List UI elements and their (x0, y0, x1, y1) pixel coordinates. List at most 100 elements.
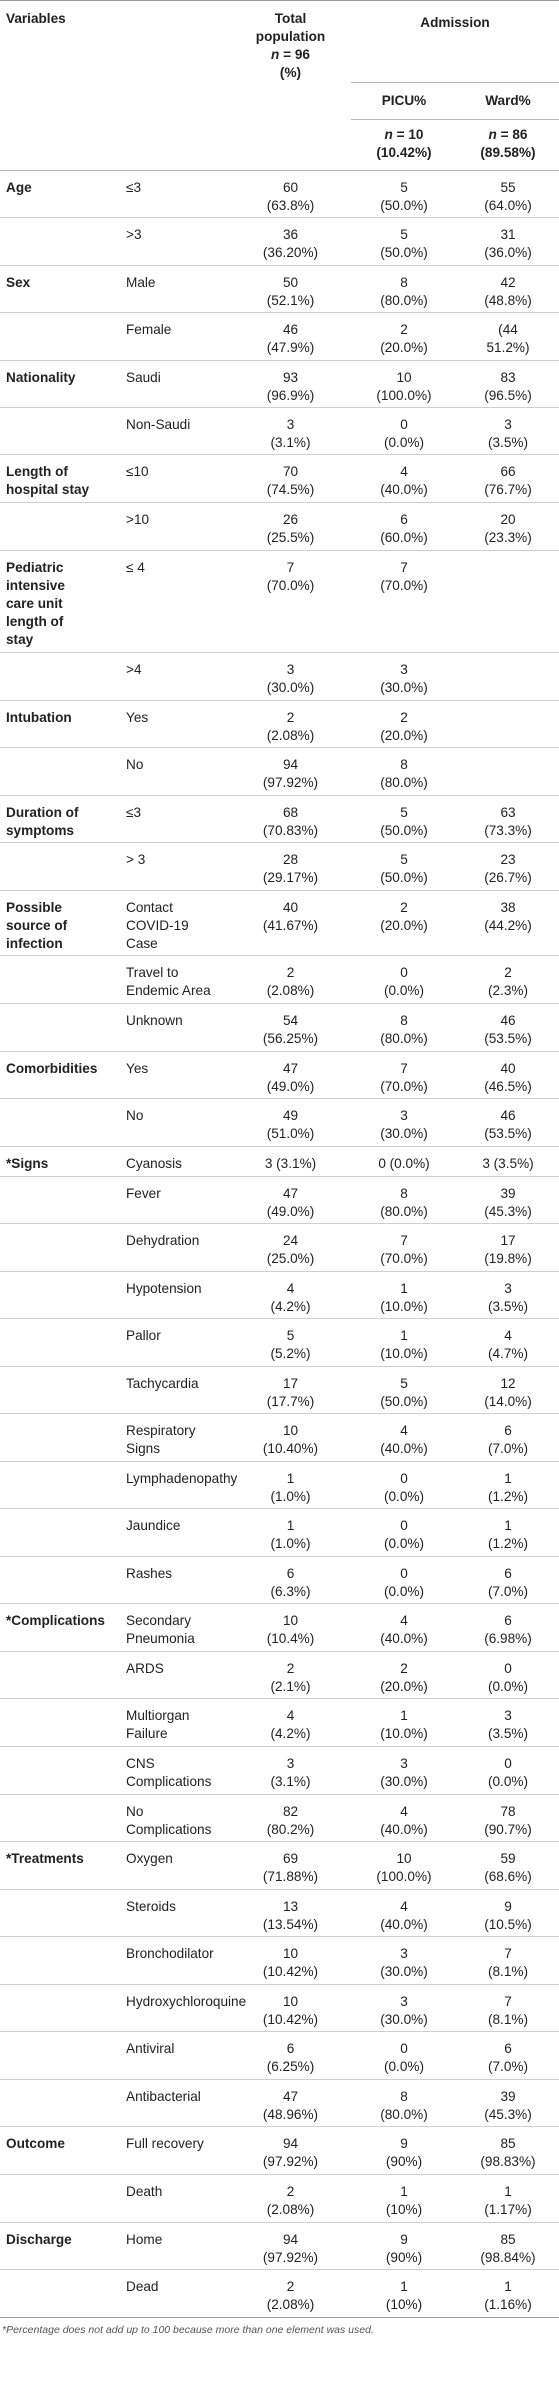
variable-cell (0, 1889, 120, 1937)
variable-cell (0, 312, 120, 361)
variable-cell: Sex (0, 265, 120, 313)
category-cell: Home (120, 2222, 230, 2270)
table-row: No 49 (51.0%) 3 (30.0%) 46 (53.5%) (0, 1098, 559, 1147)
table-body: Age ≤3 60 (63.8%) 5 (50.0%) 55 (64.0%) >3 36 (36.2… (0, 170, 559, 2318)
picu-cell: 1 (10%) (351, 2174, 457, 2223)
table-row: >4 3 (30.0%) 3 (30.0%) (0, 652, 559, 701)
category-cell: ARDS (120, 1651, 230, 1699)
picu-cell: 0 (0.0%) (351, 407, 457, 455)
variable-cell (0, 1098, 120, 1147)
ward-cell: 0 (0.0%) (457, 1746, 559, 1795)
total-cell: 3 (3.1%) (230, 1746, 351, 1795)
category-cell: Bronchodilator (120, 1936, 230, 1985)
total-cell: 36 (36.20%) (230, 217, 351, 266)
variable-cell (0, 1003, 120, 1052)
picu-cell: 3 (30.0%) (351, 1098, 457, 1147)
variable-cell (0, 1984, 120, 2032)
category-cell: ≤ 4 (120, 550, 230, 653)
table-row: Discharge Home 94 (97.92%) 9 (90%) 85 (98.84%) (0, 2222, 559, 2270)
total-cell: 28 (29.17%) (230, 842, 351, 891)
category-cell: Secondary Pneumonia (120, 1603, 230, 1652)
total-cell: 13 (13.54%) (230, 1889, 351, 1937)
ward-cell: 7 (8.1%) (457, 1984, 559, 2032)
picu-cell: 1 (10.0%) (351, 1698, 457, 1747)
category-cell: Fever (120, 1176, 230, 1224)
total-cell: 4 (4.2%) (230, 1698, 351, 1747)
category-cell: Travel to Endemic Area (120, 955, 230, 1004)
ward-cell: 6 (7.0%) (457, 1413, 559, 1462)
total-cell: 1 (1.0%) (230, 1508, 351, 1557)
ward-cell: 1 (1.17%) (457, 2174, 559, 2223)
total-cell: 6 (6.25%) (230, 2031, 351, 2080)
table-row: Fever 47 (49.0%) 8 (80.0%) 39 (45.3%) (0, 1176, 559, 1224)
ward-cell: 46 (53.5%) (457, 1098, 559, 1147)
variable-cell (0, 1318, 120, 1367)
category-cell: Dehydration (120, 1223, 230, 1272)
picu-cell: 8 (80.0%) (351, 747, 457, 796)
ward-cell: 3 (3.5%) (457, 1271, 559, 1319)
picu-cell: 5 (50.0%) (351, 842, 457, 891)
total-header-spacer (230, 82, 351, 119)
admission-header: Admission (351, 1, 559, 83)
total-cell: 17 (17.7%) (230, 1366, 351, 1414)
picu-cell: 2 (20.0%) (351, 312, 457, 361)
ward-cell: 20 (23.3%) (457, 502, 559, 551)
ward-cell: 4 (4.7%) (457, 1318, 559, 1367)
top-rule (0, 0, 559, 1)
variable-cell: *Signs (0, 1146, 120, 1177)
picu-cell: 0 (0.0%) (351, 955, 457, 1004)
variable-cell: *Complications (0, 1603, 120, 1652)
variable-cell: Intubation (0, 700, 120, 748)
total-n-line: n = 96 (271, 47, 310, 62)
picu-cell: 3 (30.0%) (351, 1936, 457, 1985)
total-cell: 94 (97.92%) (230, 747, 351, 796)
category-cell: Unknown (120, 1003, 230, 1052)
category-cell: Contact COVID-19 Case (120, 890, 230, 956)
ward-cell: 6 (7.0%) (457, 2031, 559, 2080)
total-header-line2: population (255, 29, 326, 44)
ward-cell: 2 (2.3%) (457, 955, 559, 1004)
table-row: > 3 28 (29.17%) 5 (50.0%) 23 (26.7%) (0, 842, 559, 891)
ward-cell: 46 (53.5%) (457, 1003, 559, 1052)
ward-cell: 9 (10.5%) (457, 1889, 559, 1937)
picu-cell: 9 (90%) (351, 2126, 457, 2175)
category-cell: Oxygen (120, 1841, 230, 1890)
table-row: Possible source of infection Contact COVID-1… (0, 890, 559, 956)
table-row: Intubation Yes 2 (2.08%) 2 (20.0%) (0, 700, 559, 748)
table-row: Length of hospital stay ≤10 70 (74.5%) 4 (40.0… (0, 454, 559, 503)
variable-cell (0, 1698, 120, 1747)
category-cell: Rashes (120, 1556, 230, 1604)
category-cell: Female (120, 312, 230, 361)
total-cell: 2 (2.08%) (230, 955, 351, 1004)
ward-cell (457, 550, 559, 653)
total-cell: 10 (10.42%) (230, 1936, 351, 1985)
picu-cell: 4 (40.0%) (351, 454, 457, 503)
total-header-line1: Total (274, 11, 307, 26)
ward-header: Ward% (457, 82, 559, 120)
category-cell: >4 (120, 652, 230, 701)
category-cell: >3 (120, 217, 230, 266)
ward-cell (457, 747, 559, 796)
variable-cell (0, 217, 120, 266)
total-cell: 2 (2.08%) (230, 700, 351, 748)
variable-cell: Possible source of infection (0, 890, 120, 956)
total-population-header: Total population n = 96 (%) (230, 1, 351, 82)
variable-cell (0, 1936, 120, 1985)
table-row: Outcome Full recovery 94 (97.92%) 9 (90%) 85 (9… (0, 2126, 559, 2175)
variable-cell (0, 2269, 120, 2318)
table-row: Age ≤3 60 (63.8%) 5 (50.0%) 55 (64.0%) (0, 170, 559, 218)
ward-cell: 78 (90.7%) (457, 1794, 559, 1842)
category-cell: No Complications (120, 1794, 230, 1842)
variable-cell: Duration of symptoms (0, 795, 120, 843)
category-cell: ≤3 (120, 170, 230, 218)
table-row: Pallor 5 (5.2%) 1 (10.0%) 4 (4.7%) (0, 1318, 559, 1367)
category-cell: Hydroxychloroquine (120, 1984, 246, 2032)
picu-cell: 3 (30.0%) (351, 1984, 457, 2032)
picu-cell: 1 (10%) (351, 2269, 457, 2318)
picu-cell: 0 (0.0%) (351, 1461, 457, 1509)
table-row: Hypotension 4 (4.2%) 1 (10.0%) 3 (3.5%) (0, 1271, 559, 1319)
total-cell: 60 (63.8%) (230, 170, 351, 218)
table-row: Tachycardia 17 (17.7%) 5 (50.0%) 12 (14.0%) (0, 1366, 559, 1414)
category-cell: ≤3 (120, 795, 230, 843)
